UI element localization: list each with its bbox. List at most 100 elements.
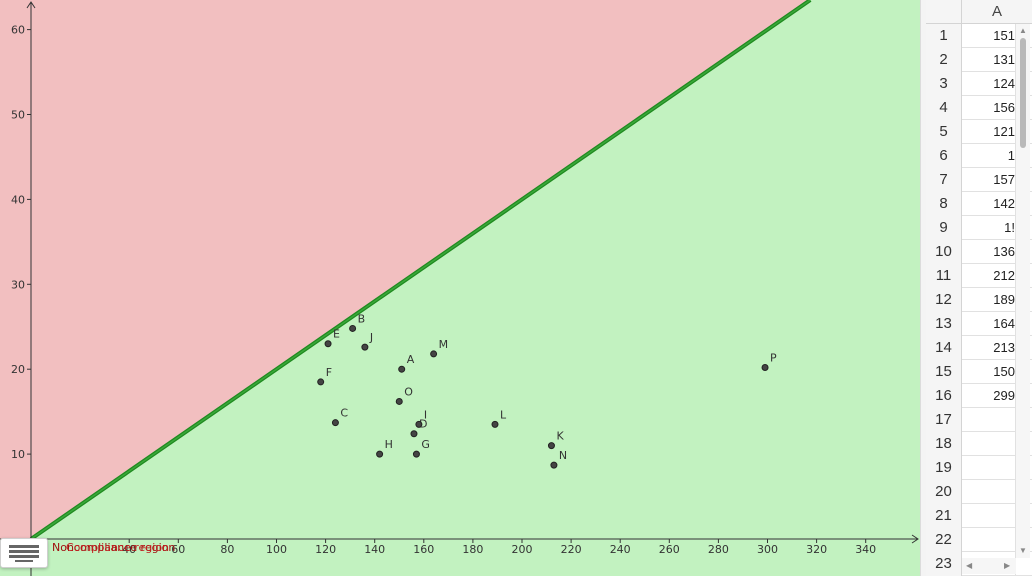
scroll-up-arrow-icon[interactable]: ▲	[1019, 26, 1027, 35]
row-number[interactable]: 9	[926, 216, 962, 240]
keyboard-icon	[9, 545, 39, 562]
row-number[interactable]: 8	[926, 192, 962, 216]
sheet-row: 12 189	[926, 288, 1032, 312]
keyboard-button[interactable]	[0, 538, 48, 568]
cell-a18[interactable]	[962, 432, 1016, 456]
cell-a7[interactable]: 157	[962, 168, 1016, 192]
point-label-g: G	[421, 438, 430, 451]
graphics-view[interactable]: 40 60 80 100 120 140 160 180 200 220 240 260 280 300 3…	[0, 0, 920, 576]
point-f[interactable]	[317, 378, 325, 386]
row-number[interactable]: 5	[926, 120, 962, 144]
point-k[interactable]	[547, 442, 555, 450]
row-number[interactable]: 12	[926, 288, 962, 312]
cell-a20[interactable]	[962, 480, 1016, 504]
x-tick-label: 220	[561, 543, 582, 556]
point-c[interactable]	[331, 419, 339, 427]
cell-a3[interactable]: 124	[962, 72, 1016, 96]
row-number[interactable]: 11	[926, 264, 962, 288]
point-d[interactable]	[410, 430, 418, 438]
x-tick-label: 120	[315, 543, 336, 556]
point-e[interactable]	[324, 340, 332, 348]
row-number[interactable]: 10	[926, 240, 962, 264]
spreadsheet-view[interactable]: A 1 151 2 131 3 124 4 156 5 121 6 1 7 157 8 142 9 1! 10 136…	[926, 0, 1032, 576]
point-b[interactable]	[349, 324, 357, 332]
row-number[interactable]: 20	[926, 480, 962, 504]
point-o[interactable]	[395, 397, 403, 405]
y-tick-label: 50	[11, 109, 25, 122]
cell-a12[interactable]: 189	[962, 288, 1016, 312]
cell-a4[interactable]: 156	[962, 96, 1016, 120]
view-divider[interactable]	[920, 0, 926, 576]
point-g[interactable]	[412, 450, 420, 458]
row-number[interactable]: 21	[926, 504, 962, 528]
cell-a19[interactable]	[962, 456, 1016, 480]
cell-a9[interactable]: 1!	[962, 216, 1016, 240]
vertical-scroll-thumb[interactable]	[1020, 38, 1026, 148]
cell-a14[interactable]: 213	[962, 336, 1016, 360]
row-number[interactable]: 23	[926, 552, 962, 576]
cell-a2[interactable]: 131	[962, 48, 1016, 72]
sheet-row: 9 1!	[926, 216, 1032, 240]
row-number[interactable]: 7	[926, 168, 962, 192]
scroll-right-arrow-icon[interactable]: ▶	[1004, 561, 1011, 570]
noncompliance-region-caption: Noncompliance region	[52, 541, 176, 554]
plot-canvas[interactable]: 40 60 80 100 120 140 160 180 200 220 240 260 280 300 3…	[0, 0, 920, 576]
cell-a22[interactable]	[962, 528, 1016, 552]
row-number[interactable]: 18	[926, 432, 962, 456]
point-label-p: P	[770, 352, 777, 365]
point-h[interactable]	[376, 450, 384, 458]
point-j[interactable]	[361, 343, 369, 351]
x-tick-label: 160	[413, 543, 434, 556]
point-p[interactable]	[761, 364, 769, 372]
sheet-row: 20	[926, 480, 1032, 504]
x-tick-label: 140	[364, 543, 385, 556]
cell-a16[interactable]: 299	[962, 384, 1016, 408]
row-number[interactable]: 16	[926, 384, 962, 408]
column-header-a[interactable]: A	[991, 3, 1002, 20]
cell-a1[interactable]: 151	[962, 24, 1016, 48]
cell-a17[interactable]	[962, 408, 1016, 432]
point-label-k: K	[556, 430, 564, 443]
row-number[interactable]: 15	[926, 360, 962, 384]
scroll-down-arrow-icon[interactable]: ▼	[1019, 546, 1027, 555]
point-a[interactable]	[398, 365, 406, 373]
x-tick-label: 240	[610, 543, 631, 556]
cell-a10[interactable]: 136	[962, 240, 1016, 264]
row-number[interactable]: 1	[926, 24, 962, 48]
sheet-row: 2 131	[926, 48, 1032, 72]
point-n[interactable]	[550, 461, 558, 469]
point-m[interactable]	[430, 350, 438, 358]
sheet-row: 8 142	[926, 192, 1032, 216]
horizontal-scrollbar[interactable]: ◀ ▶	[962, 558, 1016, 574]
sheet-row: 22	[926, 528, 1032, 552]
row-number[interactable]: 17	[926, 408, 962, 432]
noncompliance-region	[0, 0, 811, 539]
row-number[interactable]: 2	[926, 48, 962, 72]
row-number[interactable]: 4	[926, 96, 962, 120]
row-number[interactable]: 13	[926, 312, 962, 336]
cell-a6[interactable]: 1	[962, 144, 1016, 168]
sheet-row: 18	[926, 432, 1032, 456]
cell-a5[interactable]: 121	[962, 120, 1016, 144]
row-number[interactable]: 19	[926, 456, 962, 480]
cell-a21[interactable]	[962, 504, 1016, 528]
point-label-m: M	[439, 338, 449, 351]
point-i[interactable]	[415, 420, 423, 428]
column-header-row: A	[926, 0, 1032, 24]
cell-a15[interactable]: 150	[962, 360, 1016, 384]
x-tick-label: 40	[122, 543, 136, 556]
vertical-scrollbar[interactable]: ▲ ▼	[1016, 24, 1030, 558]
sheet-corner[interactable]	[926, 0, 962, 24]
cell-a11[interactable]: 212	[962, 264, 1016, 288]
point-l[interactable]	[491, 420, 499, 428]
point-label-n: N	[559, 449, 567, 462]
cell-a8[interactable]: 142	[962, 192, 1016, 216]
row-number[interactable]: 22	[926, 528, 962, 552]
sheet-row: 16 299	[926, 384, 1032, 408]
cell-a13[interactable]: 164	[962, 312, 1016, 336]
row-number[interactable]: 3	[926, 72, 962, 96]
row-number[interactable]: 14	[926, 336, 962, 360]
scroll-left-arrow-icon[interactable]: ◀	[966, 561, 973, 570]
row-number[interactable]: 6	[926, 144, 962, 168]
